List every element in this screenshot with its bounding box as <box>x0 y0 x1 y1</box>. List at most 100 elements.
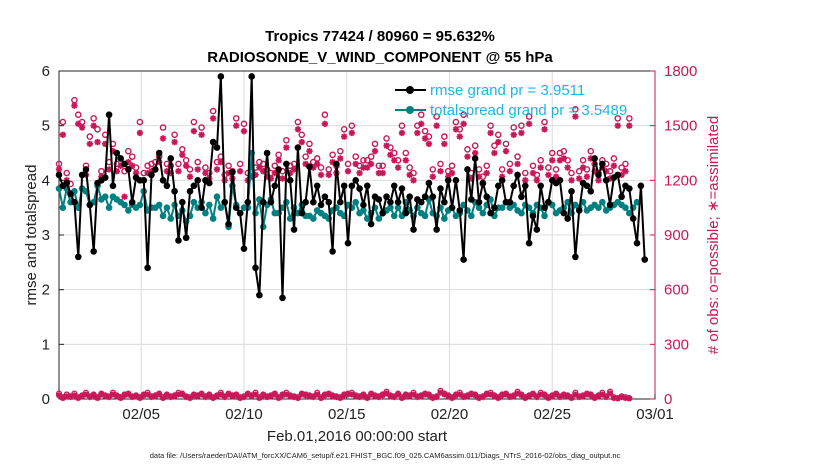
obs-assimilated-marker <box>132 169 140 177</box>
rmse-point <box>498 177 506 184</box>
obs-assimilated-marker <box>498 173 506 180</box>
obs-assimilated-marker <box>383 142 390 149</box>
rmse-point <box>560 209 568 217</box>
obs-possible-marker <box>325 166 333 173</box>
totalspread-point <box>205 201 213 209</box>
obs-assimilated-marker <box>387 393 394 400</box>
totalspread-point <box>518 209 525 217</box>
obs-possible-marker <box>271 162 279 170</box>
y-left-tick-label: 1 <box>42 336 50 353</box>
obs-assimilated-marker <box>287 169 294 177</box>
rmse-point <box>232 204 240 211</box>
obs-assimilated-marker <box>198 391 205 398</box>
rmse-point <box>533 226 541 233</box>
totalspread-point <box>310 215 317 222</box>
obs-assimilated-marker <box>499 392 506 399</box>
obs-assimilated-marker <box>109 147 117 155</box>
obs-possible-marker <box>283 136 290 144</box>
rmse-point <box>572 253 579 261</box>
totalspread-point <box>633 198 641 206</box>
obs-possible-marker <box>383 135 390 142</box>
rmse-point <box>475 198 483 206</box>
obs-assimilated-marker <box>133 393 140 400</box>
gridlines <box>59 71 655 399</box>
obs-assimilated-marker <box>468 175 475 182</box>
obs-possible-marker <box>460 111 467 119</box>
obs-possible-marker <box>317 164 325 171</box>
rmse-point <box>221 198 228 206</box>
rmse-point <box>121 160 128 168</box>
rmse-point <box>67 190 74 198</box>
obs-assimilated-marker <box>394 164 402 171</box>
obs-assimilated-marker <box>495 138 502 146</box>
obs-assimilated-marker <box>364 164 371 171</box>
obs-assimilated-marker <box>371 393 378 400</box>
obs-assimilated-marker <box>572 391 579 398</box>
obs-possible-marker <box>344 160 352 168</box>
obs-assimilated-marker <box>433 394 440 401</box>
obs-assimilated-marker <box>533 394 540 401</box>
obs-assimilated-marker <box>506 394 513 401</box>
obs-assimilated-marker <box>595 393 602 400</box>
obs-assimilated-marker <box>171 393 178 400</box>
left-y-axis: 0 1 2 3 4 5 6 <box>42 63 64 408</box>
rmse-point <box>483 193 491 201</box>
rmse-point <box>86 201 94 209</box>
obs-assimilated-marker <box>117 162 124 169</box>
totalspread-point <box>441 215 448 222</box>
obs-assimilated-marker <box>398 129 406 137</box>
obs-assimilated-marker <box>622 168 629 175</box>
obs-possible-marker <box>63 169 71 177</box>
rmse-point <box>348 182 356 190</box>
obs-assimilated-marker <box>179 391 186 398</box>
rmse-point <box>252 264 259 272</box>
obs-assimilated-marker <box>433 122 440 129</box>
obs-possible-marker <box>294 118 302 126</box>
obs-assimilated-marker <box>587 392 594 399</box>
obs-possible-marker <box>302 153 309 160</box>
rmse-point <box>113 149 121 157</box>
x-tick-label: 02/25 <box>533 406 571 423</box>
rmse-point <box>271 182 279 190</box>
obs-possible-marker <box>560 147 568 155</box>
obs-assimilated-marker <box>452 392 459 399</box>
obs-assimilated-marker <box>198 131 205 138</box>
obs-assimilated-marker <box>233 392 240 399</box>
obs-assimilated-marker <box>580 393 587 400</box>
obs-assimilated-marker <box>217 391 224 398</box>
obs-assimilated-marker <box>302 392 309 399</box>
obs-assimilated-marker <box>156 391 163 398</box>
obs-assimilated-marker <box>495 395 502 402</box>
obs-assimilated-marker <box>618 394 625 401</box>
totalspread-point <box>59 204 67 211</box>
rmse-point <box>117 155 124 162</box>
totalspread-point <box>363 215 371 222</box>
totalspread-point <box>595 204 602 211</box>
obs-assimilated-marker <box>414 394 421 401</box>
rmse-point <box>363 182 371 190</box>
rmse-point <box>344 239 352 247</box>
y-right-tick-label: 300 <box>664 336 689 353</box>
legend-spread-label: totalspread grand pr = 3.5489 <box>430 102 627 119</box>
obs-possible-marker <box>90 115 97 122</box>
rmse-point <box>294 144 302 151</box>
obs-assimilated-marker <box>441 140 448 148</box>
rmse-point <box>179 198 186 206</box>
obs-possible-marker <box>448 162 456 170</box>
obs-assimilated-marker <box>618 171 625 179</box>
rmse-point <box>518 193 525 201</box>
rmse-point <box>290 226 298 233</box>
y-right-tick-label: 1800 <box>664 63 697 80</box>
obs-assimilated-marker <box>252 391 259 398</box>
obs-assimilated-marker <box>545 395 552 402</box>
obs-assimilated-marker <box>302 160 309 168</box>
rmse-point <box>82 166 90 173</box>
rmse-point <box>240 245 248 252</box>
obs-assimilated-marker <box>475 173 483 180</box>
totalspread-point <box>599 198 606 206</box>
obs-assimilated-marker <box>529 169 537 177</box>
totalspread-point <box>121 201 128 209</box>
rmse-point <box>525 239 533 247</box>
obs-possible-marker <box>491 142 498 150</box>
obs-assimilated-marker <box>383 390 390 397</box>
